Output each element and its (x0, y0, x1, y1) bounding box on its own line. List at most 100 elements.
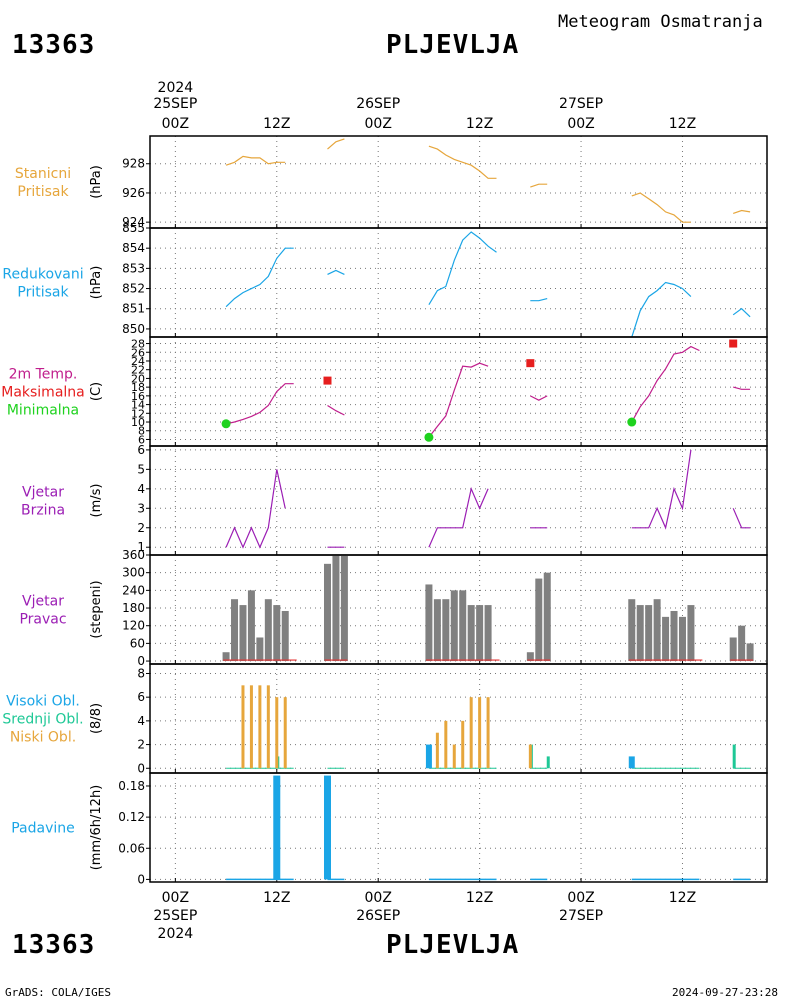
bottom-hour-label: 00Z (162, 890, 189, 906)
panel-frame (149, 135, 768, 229)
max-temp-marker (323, 376, 332, 385)
y-tick-label: 0 (137, 872, 145, 886)
generation-timestamp: 2024-09-27-23:28 (672, 986, 778, 999)
y-tick-label: 26 (131, 346, 145, 359)
panel-label-line: Redukovani (2, 267, 83, 283)
y-tick-label: 6 (137, 690, 145, 704)
cloud-bar (425, 744, 432, 769)
y-tick-label: 4 (137, 714, 145, 728)
wind-direction-bar (281, 610, 289, 662)
min-temp-marker (221, 419, 231, 429)
y-axis-label: (mm/6h/12h) (89, 785, 104, 871)
product-title: Meteogram Osmatranja (558, 12, 763, 32)
min-temp-marker (424, 432, 434, 442)
wind-direction-bar (729, 637, 737, 662)
panel-frame (149, 772, 768, 883)
bottom-hour-label: 12Z (263, 890, 290, 906)
top-hour-label: 12Z (466, 116, 493, 132)
y-tick-label: 360 (122, 548, 145, 562)
series-line-segment (428, 145, 497, 179)
y-tick-label: 0.18 (118, 779, 145, 793)
wind-direction-bar (247, 590, 255, 662)
top-hour-label: 00Z (365, 116, 392, 132)
wind-speed-panel: 1 2 3 4 5 6 (m/s) Vjetar Brzina (21, 443, 768, 556)
panel-label-line: Maksimalna (1, 385, 85, 401)
max-temp-marker (729, 339, 738, 348)
cloud-bar (283, 697, 287, 769)
cloud-bar (461, 720, 465, 769)
wind-direction-bar (340, 555, 348, 662)
panel-label-line: Vjetar (22, 485, 64, 501)
series-line-segment (327, 269, 345, 275)
series-line-segment (428, 486, 489, 548)
wind-direction-bar (476, 605, 484, 662)
series-line-segment (530, 395, 548, 401)
y-axis-label: (8/8) (89, 703, 104, 734)
wind-direction-bar (332, 555, 340, 662)
cloud-bar (628, 756, 635, 769)
wind-direction-bar (323, 563, 331, 662)
series-line-segment (631, 281, 692, 337)
panel-label-line: Brzina (21, 503, 65, 519)
panel-label-line: Srednji Obl. (2, 712, 83, 728)
series-line-segment (225, 247, 294, 308)
panel-label-line: Padavine (11, 821, 75, 837)
series-line-segment (327, 138, 345, 150)
cloud-bar (275, 697, 279, 769)
wind-direction-bar (433, 599, 441, 662)
y-tick-label: 240 (122, 583, 145, 597)
series-line-segment (327, 404, 345, 416)
clouds-data (226, 685, 751, 769)
top-date-label: 25SEP (153, 96, 197, 112)
panel-label-line: Pritisak (17, 285, 69, 301)
y-tick-label: 0 (137, 654, 145, 668)
software-credit: GrADS: COLA/IGES (5, 986, 111, 999)
max-temp-marker (526, 359, 535, 368)
y-tick-label: 300 (122, 566, 145, 580)
cloud-bar (528, 744, 532, 769)
y-tick-label: 850 (122, 322, 145, 336)
wind-direction-bar (467, 605, 475, 662)
station-id-top: 13363 (12, 30, 96, 60)
bottom-hour-label: 00Z (365, 890, 392, 906)
station-pressure-data (225, 138, 751, 223)
min-temp-marker (627, 417, 637, 427)
series-line-segment (631, 192, 691, 223)
cloud-bar (249, 685, 253, 769)
bottom-date-label: 27SEP (559, 908, 603, 924)
wind-direction-bar (459, 590, 467, 662)
bottom-hour-label: 00Z (567, 890, 594, 906)
bottom-hour-label: 12Z (669, 890, 696, 906)
y-tick-label: 6 (138, 433, 145, 446)
wind-direction-bar (526, 652, 534, 662)
meteogram-panels: 924926928(hPa)StanicniPritisak8508518528… (1, 135, 768, 886)
panel-label-line: 2m Temp. (9, 367, 78, 383)
precipitation-panel: 0 0.06 0.12 0.18 (mm/6h/12h) Padavine (11, 772, 768, 886)
y-tick-label: 10 (131, 416, 145, 429)
wind-direction-bar (256, 637, 264, 662)
y-axis-label: (hPa) (89, 165, 104, 199)
panel-label-line: Stanicni (15, 166, 71, 182)
wind-direction-bar (425, 584, 433, 662)
bottom-time-axis: 00Z 25SEP 12Z 00Z 26SEP 12Z 00Z 27SEP 12Z 2024 (153, 890, 696, 942)
y-tick-label: 28 (131, 338, 145, 351)
y-tick-label: 2 (137, 738, 145, 752)
y-tick-label: 4 (137, 482, 145, 496)
series-line-segment (225, 155, 286, 166)
y-tick-label: 12 (131, 407, 145, 420)
y-tick-label: 0 (137, 761, 145, 775)
wind-direction-bar (264, 599, 272, 662)
wind-direction-bar (543, 572, 551, 662)
series-line-segment (530, 183, 548, 188)
wind-direction-bar (653, 599, 661, 662)
wind-direction-bar (273, 605, 281, 662)
y-tick-label: 0.12 (118, 810, 145, 824)
bottom-year-label: 2024 (158, 926, 194, 942)
wind-speed-data (225, 449, 751, 549)
panel-label-line: Niski Obl. (10, 730, 76, 746)
y-tick-label: 14 (131, 399, 145, 412)
wind-direction-bar (662, 616, 670, 662)
